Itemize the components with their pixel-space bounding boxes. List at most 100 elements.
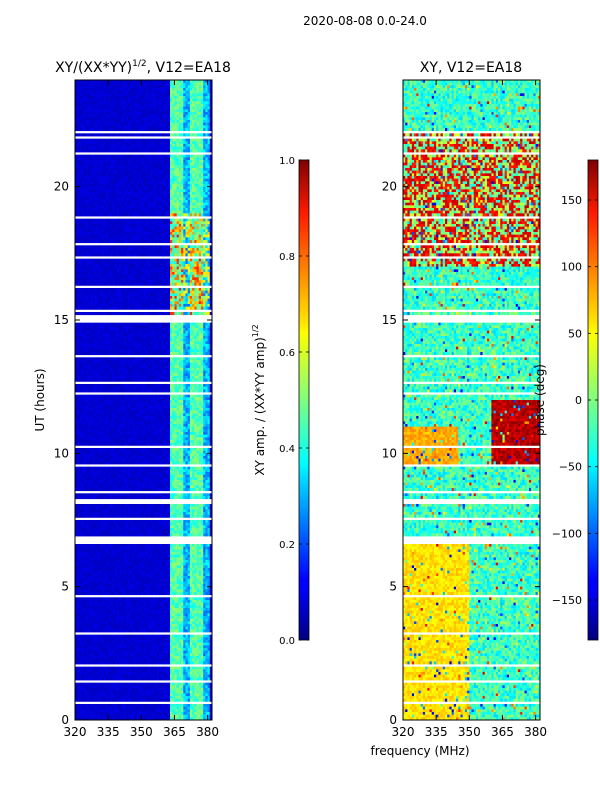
heatmap-cell	[101, 88, 105, 92]
heatmap-cell	[83, 269, 87, 273]
heatmap-cell	[141, 192, 144, 196]
heatmap-cell	[163, 264, 166, 268]
heatmap-cell	[108, 245, 111, 249]
heatmap-cell	[181, 274, 184, 278]
heatmap-cell	[83, 170, 87, 174]
heatmap-cell	[203, 122, 206, 126]
heatmap-cell	[112, 274, 116, 278]
heatmap-cell	[125, 277, 129, 281]
heatmap-cell	[141, 208, 144, 212]
heatmap-cell	[147, 277, 151, 281]
heatmap-cell	[141, 122, 144, 126]
heatmap-cell	[185, 184, 189, 188]
heatmap-cell	[207, 82, 211, 86]
heatmap-cell	[200, 168, 204, 172]
heatmap-cell	[116, 208, 120, 212]
heatmap-cell	[128, 109, 131, 113]
heatmap-cell	[207, 162, 211, 166]
heatmap-cell	[200, 245, 204, 249]
heatmap-cell	[130, 106, 133, 110]
heatmap-cell	[139, 280, 142, 284]
heatmap-cell	[198, 304, 202, 308]
heatmap-cell	[167, 194, 171, 198]
heatmap-cell	[196, 133, 200, 137]
heatmap-cell	[134, 274, 138, 278]
heatmap-cell	[181, 189, 184, 193]
heatmap-cell	[134, 253, 138, 257]
heatmap-cell	[134, 237, 138, 241]
heatmap-cell	[88, 189, 91, 193]
heatmap-cell	[92, 274, 96, 278]
heatmap-cell	[123, 293, 127, 297]
heatmap-cell	[92, 154, 96, 158]
heatmap-cell	[207, 80, 211, 84]
heatmap-cell	[187, 82, 191, 86]
heatmap-cell	[154, 229, 158, 233]
heatmap-cell	[110, 298, 113, 302]
heatmap-cell	[116, 269, 120, 273]
heatmap-cell	[114, 264, 118, 268]
heatmap-cell	[158, 80, 162, 84]
heatmap-cell	[119, 240, 122, 244]
heatmap-cell	[183, 306, 186, 310]
heatmap-cell	[200, 85, 204, 89]
heatmap-cell	[136, 93, 140, 97]
heatmap-cell	[158, 210, 162, 214]
heatmap-cell	[207, 248, 211, 252]
heatmap-cell	[167, 101, 171, 105]
heatmap-cell	[79, 117, 83, 121]
heatmap-cell	[134, 197, 138, 201]
heatmap-cell	[94, 88, 98, 92]
heatmap-cell	[121, 98, 125, 102]
heatmap-cell	[192, 122, 195, 126]
heatmap-cell	[81, 189, 85, 193]
heatmap-cell	[147, 165, 151, 169]
heatmap-cell	[134, 154, 138, 158]
heatmap-cell	[189, 293, 193, 297]
heatmap-cell	[77, 133, 80, 137]
heatmap-cell	[141, 306, 144, 310]
heatmap-cell	[94, 234, 98, 238]
heatmap-cell	[103, 117, 107, 121]
heatmap-cell	[176, 133, 180, 137]
heatmap-cell	[77, 226, 80, 230]
heatmap-cell	[170, 96, 173, 100]
heatmap-cell	[167, 176, 171, 180]
heatmap-cell	[105, 304, 109, 308]
heatmap-cell	[75, 80, 78, 84]
heatmap-cell	[92, 138, 96, 142]
heatmap-cell	[150, 277, 153, 281]
heatmap-cell	[101, 282, 105, 286]
heatmap-cell	[196, 165, 200, 169]
heatmap-cell	[86, 125, 89, 129]
heatmap-cell	[81, 125, 85, 129]
heatmap-cell	[108, 274, 111, 278]
heatmap-cell	[119, 197, 122, 201]
heatmap-cell	[187, 272, 191, 276]
heatmap-cell	[141, 264, 144, 268]
heatmap-cell	[161, 96, 164, 100]
heatmap-cell	[198, 101, 202, 105]
heatmap-cell	[116, 234, 120, 238]
heatmap-cell	[187, 101, 191, 105]
heatmap-cell	[88, 114, 91, 118]
heatmap-cell	[141, 197, 144, 201]
heatmap-cell	[112, 144, 116, 148]
heatmap-cell	[134, 88, 138, 92]
heatmap-cell	[207, 218, 211, 222]
heatmap-cell	[156, 117, 160, 121]
heatmap-cell	[196, 157, 200, 161]
heatmap-cell	[178, 109, 182, 113]
heatmap-cell	[99, 96, 102, 100]
heatmap-cell	[81, 138, 85, 142]
heatmap-cell	[152, 253, 155, 257]
heatmap-cell	[123, 122, 127, 126]
heatmap-cell	[123, 205, 127, 209]
heatmap-cell	[154, 312, 158, 316]
heatmap-cell	[101, 114, 105, 118]
heatmap-cell	[198, 205, 202, 209]
heatmap-cell	[136, 101, 140, 105]
heatmap-cell	[125, 88, 129, 92]
heatmap-cell	[198, 93, 202, 97]
heatmap-cell	[108, 229, 111, 233]
